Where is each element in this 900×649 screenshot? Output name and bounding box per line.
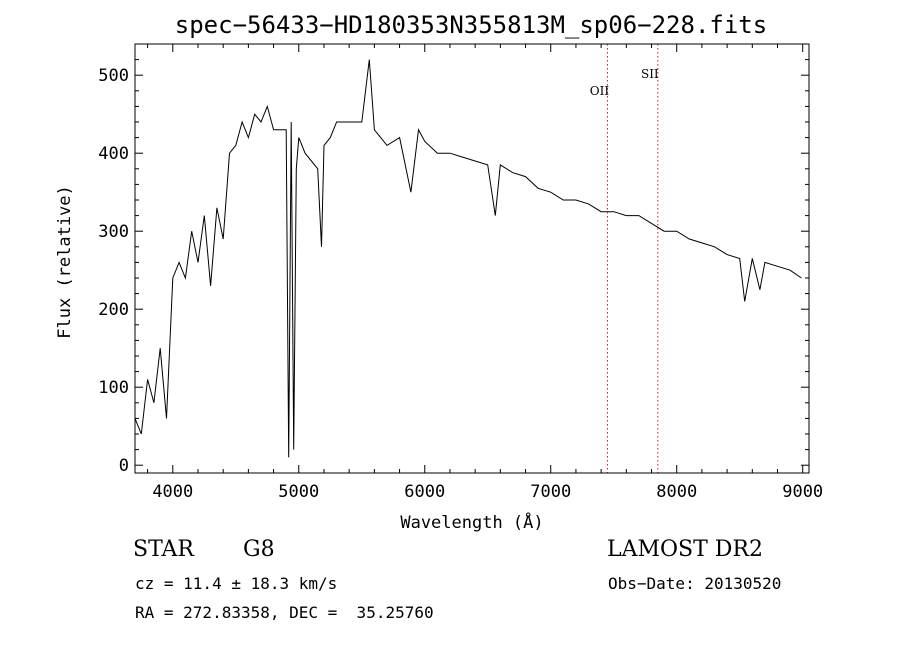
y-tick-label: 0	[119, 456, 129, 476]
plot-frame	[134, 43, 810, 474]
y-tick-label: 500	[98, 66, 129, 86]
y-tick-label: 300	[98, 222, 129, 242]
x-axis-label: Wavelength (Å)	[400, 511, 543, 533]
y-axis-label: Flux (relative)	[55, 185, 75, 339]
sky-coordinates: RA = 272.83358, DEC = 35.25760	[135, 603, 434, 622]
x-tick-label: 4000	[152, 482, 193, 502]
spectrum-chart: spec−56433−HD180353N355813M_sp06−228.fit…	[55, 11, 823, 533]
observation-date: Obs−Date: 20130520	[608, 574, 782, 593]
chart-title: spec−56433−HD180353N355813M_sp06−228.fit…	[175, 11, 767, 39]
redshift-velocity: cz = 11.4 ± 18.3 km/s	[135, 574, 338, 593]
object-subclass: G8	[243, 537, 275, 562]
plot-area: OII SII	[135, 44, 802, 473]
x-axis: 4000 5000 6000 7000 8000 9000	[147, 44, 823, 502]
y-tick-label: 400	[98, 144, 129, 164]
emission-label-sii: SII	[641, 67, 659, 81]
x-tick-label: 8000	[656, 482, 697, 502]
x-tick-label: 6000	[404, 482, 445, 502]
y-axis: 0 100 200 300 400 500	[98, 59, 809, 476]
spectrum-line-0	[135, 59, 802, 458]
emission-label-oii: OII	[590, 84, 610, 98]
x-tick-label: 7000	[530, 482, 571, 502]
x-tick-label: 9000	[782, 482, 823, 502]
y-tick-label: 100	[98, 378, 129, 398]
survey-name: LAMOST DR2	[607, 537, 763, 562]
object-class: STAR	[133, 537, 194, 562]
y-tick-label: 200	[98, 300, 129, 320]
x-tick-label: 5000	[278, 482, 319, 502]
